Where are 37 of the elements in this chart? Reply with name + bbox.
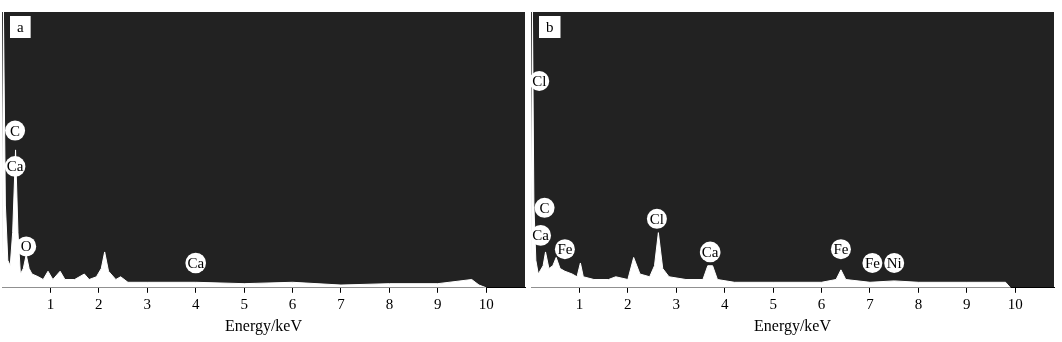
annotation: Fe bbox=[557, 241, 573, 258]
x-tick-label: 7 bbox=[337, 295, 346, 312]
annotation: Cl bbox=[649, 210, 664, 227]
annotation: Cl bbox=[532, 72, 547, 89]
x-tick-label: 8 bbox=[914, 295, 923, 312]
x-tick-label: 3 bbox=[143, 295, 152, 312]
annotation: O bbox=[20, 238, 32, 255]
annotation: Fe bbox=[864, 254, 881, 271]
x-tick-label: 1 bbox=[575, 295, 584, 312]
annotation: Ca bbox=[187, 254, 205, 271]
x-tick-label: 5 bbox=[240, 295, 248, 312]
x-tick-label: 7 bbox=[866, 295, 875, 312]
x-tick-label: 4 bbox=[720, 295, 729, 312]
x-tick-label: 6 bbox=[817, 295, 826, 312]
annotation: C bbox=[10, 122, 21, 139]
x-tick-label: 9 bbox=[434, 295, 442, 312]
x-tick-label: 2 bbox=[95, 295, 103, 312]
x-tick-label: 10 bbox=[478, 295, 494, 312]
x-tick-label: 8 bbox=[385, 295, 394, 312]
annotation: Ca bbox=[532, 227, 550, 244]
x-tick-label: 2 bbox=[624, 295, 632, 312]
x-tick-label: 4 bbox=[191, 295, 200, 312]
x-tick-label: 9 bbox=[963, 295, 971, 312]
x-tick-label: 1 bbox=[46, 295, 55, 312]
x-tick-label: 10 bbox=[1007, 295, 1023, 312]
x-tick-label: 3 bbox=[672, 295, 681, 312]
annotation: Ni bbox=[886, 254, 902, 271]
annotation: C bbox=[539, 199, 550, 216]
annotation: Fe bbox=[833, 241, 849, 258]
x-axis-title: Energy/keV bbox=[224, 316, 303, 335]
chart-title: b bbox=[546, 18, 554, 35]
x-tick-label: 6 bbox=[288, 295, 297, 312]
x-axis-title: Energy/keV bbox=[753, 316, 832, 335]
x-tick-label: 5 bbox=[769, 295, 777, 312]
annotation: Ca bbox=[6, 158, 24, 175]
chart-title: a bbox=[16, 18, 24, 35]
annotation: Ca bbox=[701, 243, 719, 260]
